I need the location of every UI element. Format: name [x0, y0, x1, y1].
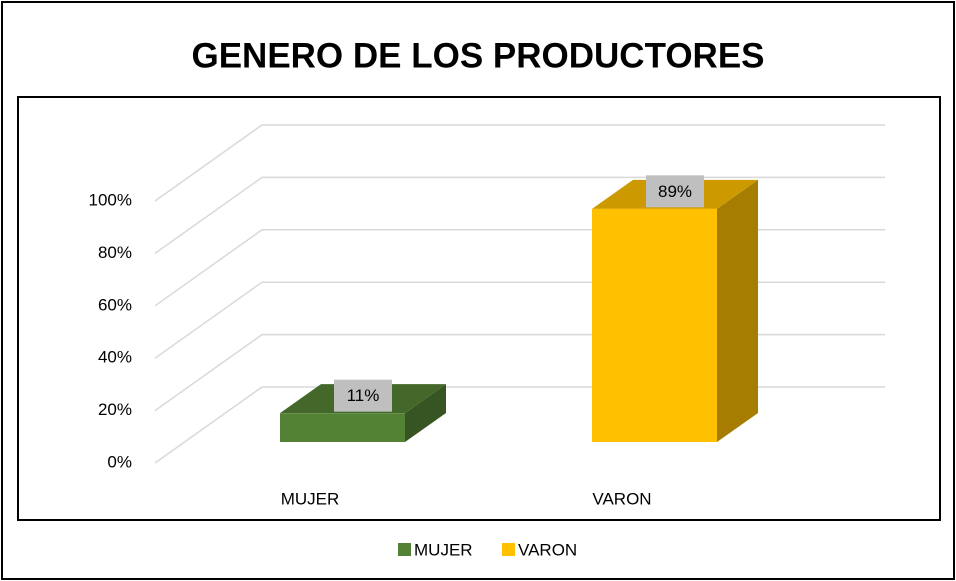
legend-swatch: [398, 543, 411, 556]
x-tick-label: VARON: [592, 489, 651, 508]
legend-swatch: [502, 543, 515, 556]
y-tick-label: 0%: [107, 452, 132, 471]
y-tick-label: 100%: [89, 190, 132, 209]
y-tick-label: 20%: [98, 400, 132, 419]
y-tick-label: 60%: [98, 295, 132, 314]
bar-side: [405, 384, 446, 442]
data-label: 89%: [658, 182, 692, 201]
plot-frame: [17, 96, 941, 521]
x-tick-label: MUJER: [281, 489, 340, 508]
data-label: 11%: [347, 386, 380, 405]
y-tick-label: 40%: [98, 348, 132, 367]
data-label-box: [334, 379, 392, 412]
bar-side: [717, 179, 758, 442]
y-tick-label: 80%: [98, 243, 132, 262]
data-label-box: [646, 175, 704, 208]
grid-line: [154, 124, 885, 202]
bar: [280, 413, 405, 442]
bar: [592, 208, 717, 442]
legend-label: MUJER: [414, 540, 473, 559]
chart-title: GENERO DE LOS PRODUCTORES: [191, 36, 764, 75]
legend-label: VARON: [518, 540, 577, 559]
